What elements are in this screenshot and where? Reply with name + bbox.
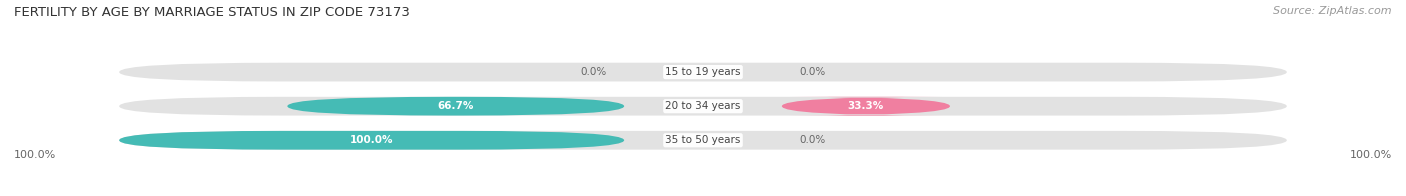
FancyBboxPatch shape xyxy=(782,97,950,116)
FancyBboxPatch shape xyxy=(120,131,1286,150)
Text: 35 to 50 years: 35 to 50 years xyxy=(665,135,741,145)
FancyBboxPatch shape xyxy=(120,63,1286,82)
Text: Source: ZipAtlas.com: Source: ZipAtlas.com xyxy=(1274,6,1392,16)
Text: 20 to 34 years: 20 to 34 years xyxy=(665,101,741,111)
Text: 0.0%: 0.0% xyxy=(800,67,825,77)
Text: 100.0%: 100.0% xyxy=(14,150,56,160)
FancyBboxPatch shape xyxy=(287,97,624,116)
Text: 100.0%: 100.0% xyxy=(350,135,394,145)
Text: 66.7%: 66.7% xyxy=(437,101,474,111)
Text: 0.0%: 0.0% xyxy=(800,135,825,145)
FancyBboxPatch shape xyxy=(120,97,1286,116)
Text: 0.0%: 0.0% xyxy=(581,67,606,77)
Text: FERTILITY BY AGE BY MARRIAGE STATUS IN ZIP CODE 73173: FERTILITY BY AGE BY MARRIAGE STATUS IN Z… xyxy=(14,6,411,19)
Text: 100.0%: 100.0% xyxy=(1350,150,1392,160)
Text: 15 to 19 years: 15 to 19 years xyxy=(665,67,741,77)
FancyBboxPatch shape xyxy=(120,131,624,150)
Text: 33.3%: 33.3% xyxy=(848,101,884,111)
